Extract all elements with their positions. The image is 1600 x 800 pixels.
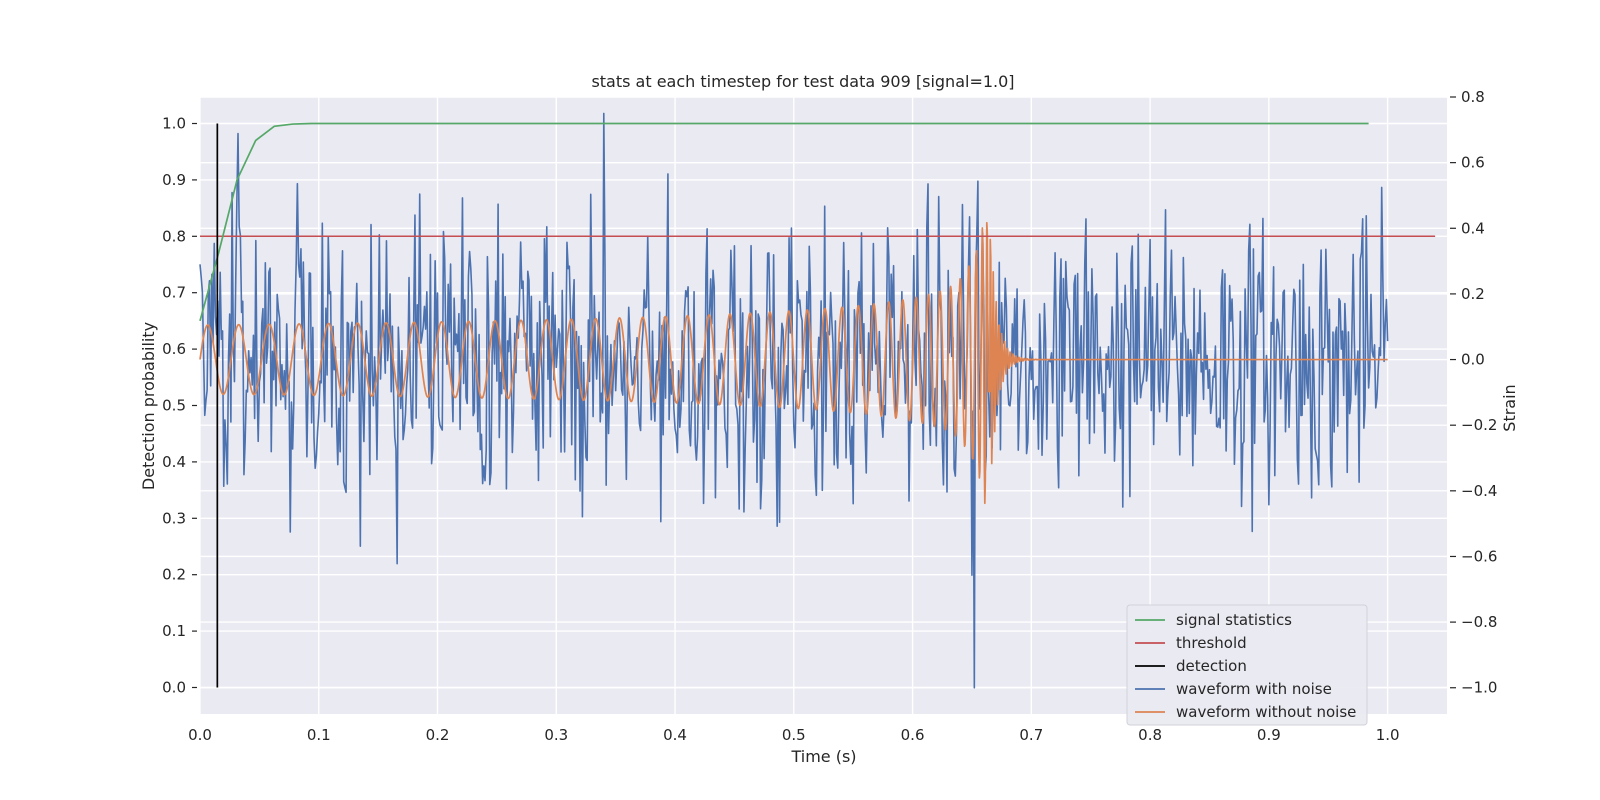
y-left-tick-label: 0.4 [162, 453, 186, 471]
y-left-tick-label: 1.0 [162, 115, 186, 133]
y-left-tick-label: 0.6 [162, 340, 186, 358]
legend-label: waveform without noise [1176, 703, 1356, 721]
y-right-tick-label: 0.0 [1461, 351, 1485, 369]
y-right-tick-label: 0.6 [1461, 154, 1485, 172]
x-tick-label: 0.1 [307, 726, 331, 744]
legend-box [1126, 604, 1368, 726]
y-left-axis-label: Detection probability [139, 322, 158, 490]
chart-title: stats at each timestep for test data 909… [591, 72, 1014, 91]
legend-label: threshold [1176, 634, 1247, 652]
y-right-tick-label: −0.2 [1461, 416, 1497, 434]
x-tick-label: 0.6 [901, 726, 925, 744]
y-left-tick-label: 0.7 [162, 284, 186, 302]
y-left-tick-label: 0.1 [162, 622, 186, 640]
y-left-tick-labels: 0.0 0.1 0.2 0.3 0.4 0.5 0.6 0.7 0.8 0.9 1.0 [162, 115, 197, 696]
y-right-tick-labels: −1.0 −0.8 −0.6 −0.4 −0.2 0.0 0.2 0.4 0.6 0.8 [1450, 88, 1497, 697]
y-left-tick-label: 0.5 [162, 397, 186, 415]
series-signal-statistics [199, 122, 1369, 322]
x-tick-label: 0.2 [426, 726, 450, 744]
x-axis-label: Time (s) [790, 747, 856, 766]
legend-label: waveform with noise [1176, 680, 1332, 698]
series-waveform-without-noise [199, 221, 1388, 505]
x-tick-label: 0.4 [663, 726, 687, 744]
series-layer [199, 112, 1436, 689]
y-right-tick-label: 0.4 [1461, 219, 1485, 237]
y-right-tick-label: −0.4 [1461, 482, 1497, 500]
y-right-tick-label: 0.2 [1461, 285, 1485, 303]
series-waveform-with-noise [199, 112, 1389, 689]
y-left-tick-label: 0.9 [162, 171, 186, 189]
y-right-axis-label: Strain [1500, 384, 1519, 431]
x-tick-label: 0.0 [188, 726, 212, 744]
y-left-tick-label: 0.2 [162, 566, 186, 584]
x-tick-label: 1.0 [1376, 726, 1400, 744]
legend: signal statistics threshold detection wavef… [1126, 604, 1368, 726]
y-right-tick-label: −1.0 [1461, 679, 1497, 697]
legend-label: signal statistics [1176, 611, 1292, 629]
y-left-tick-label: 0.8 [162, 227, 186, 245]
y-right-tick-label: 0.8 [1461, 88, 1485, 106]
y-left-tick-label: 0.3 [162, 509, 186, 527]
x-tick-label: 0.8 [1138, 726, 1162, 744]
x-tick-label: 0.3 [544, 726, 568, 744]
y-left-tick-label: 0.0 [162, 678, 186, 696]
x-tick-labels: 0.0 0.1 0.2 0.3 0.4 0.5 0.6 0.7 0.8 0.9 1.0 [188, 726, 1399, 744]
legend-label: detection [1176, 657, 1247, 675]
x-tick-label: 0.7 [1019, 726, 1043, 744]
y-right-tick-label: −0.8 [1461, 613, 1497, 631]
y-right-tick-label: −0.6 [1461, 547, 1497, 565]
x-tick-label: 0.5 [782, 726, 806, 744]
x-tick-label: 0.9 [1257, 726, 1281, 744]
